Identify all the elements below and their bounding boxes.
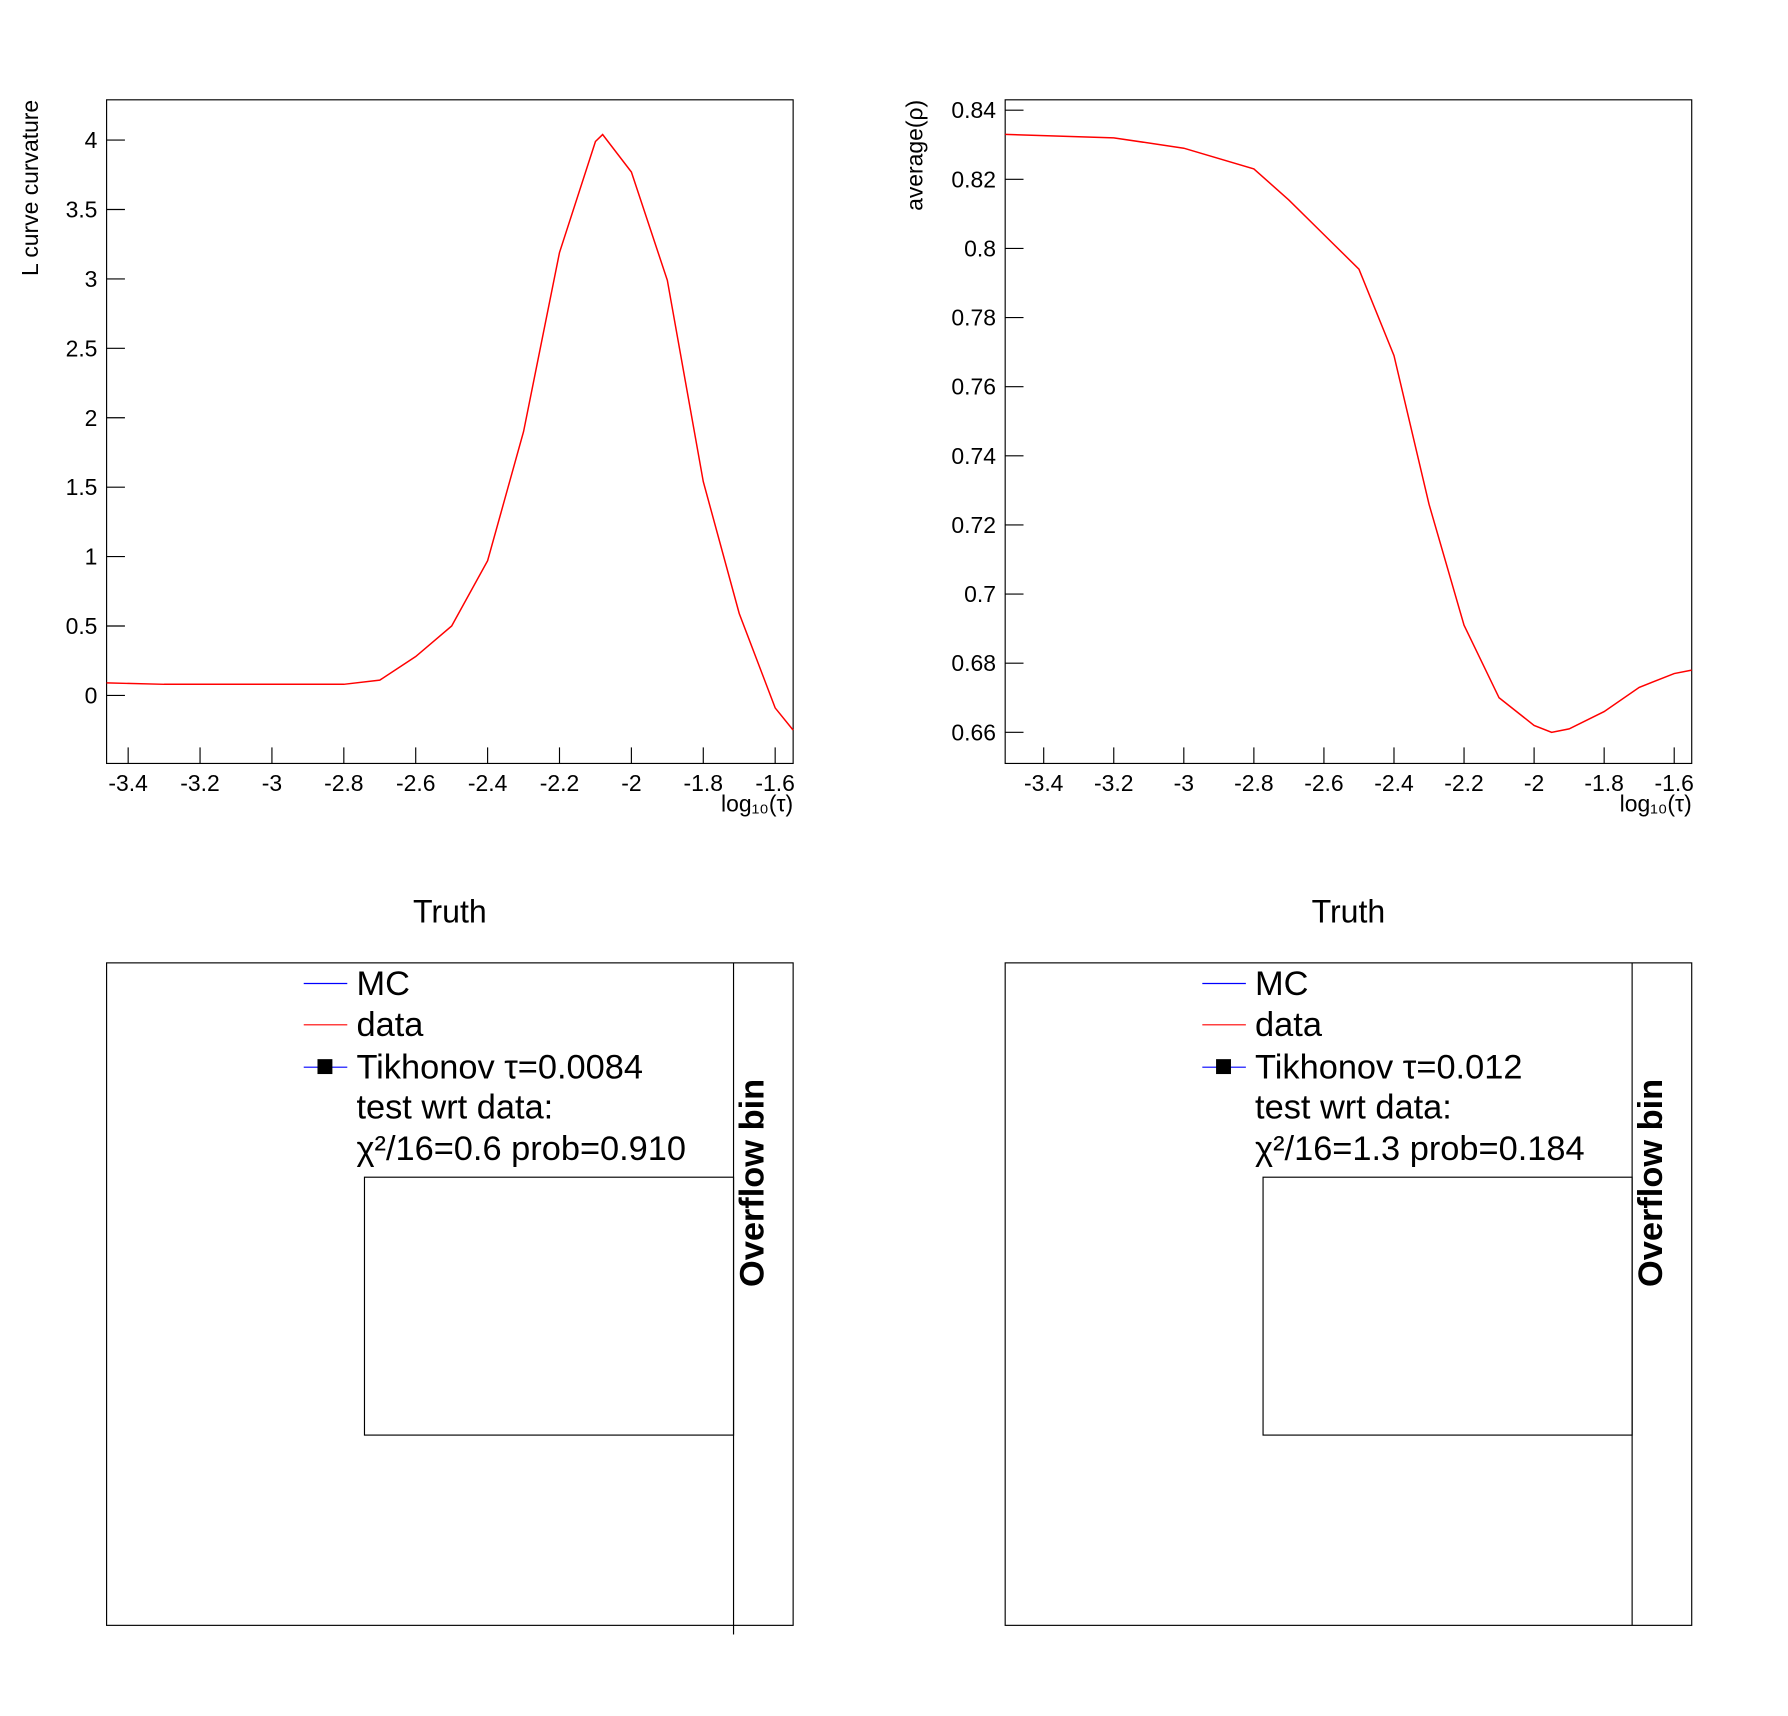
x-tick-label: -2.8: [324, 770, 363, 796]
y-tick-label: 1: [85, 544, 98, 570]
x-tick-label: -2: [1524, 770, 1544, 796]
plot-frame: [1004, 962, 1693, 1626]
data-line: [106, 133, 794, 731]
legend-label: test wrt data:: [1255, 1089, 1452, 1127]
y-tick-label: 0.5: [66, 613, 98, 639]
y-tick-label: 3.5: [66, 197, 98, 223]
legend-label: χ²/16=1.3 prob=0.184: [1255, 1130, 1585, 1168]
legend-label: χ²/16=0.6 prob=0.910: [356, 1130, 686, 1168]
plot-frame: [1004, 99, 1693, 765]
y-tick-label: 0.74: [951, 443, 996, 469]
plot-frame: [106, 962, 794, 1626]
panel-title: Truth: [413, 894, 487, 930]
y-tick-label: 0.66: [951, 719, 996, 745]
x-tick-label: -2.4: [468, 770, 508, 796]
y-tick-label: 0.72: [951, 512, 996, 538]
x-tick-label: -2: [621, 770, 641, 796]
y-tick-label: 4: [85, 127, 98, 153]
x-tick-label: -2.2: [1444, 770, 1483, 796]
y-tick-label: 3: [85, 266, 98, 292]
y-tick-label: 0.78: [951, 305, 996, 331]
x-tick-label: -3.2: [180, 770, 219, 796]
y-tick-label: 0.76: [951, 374, 996, 400]
legend-label: data: [1255, 1006, 1323, 1044]
x-tick-label: -2.6: [396, 770, 435, 796]
legend-label: Tikhonov τ=0.012: [1255, 1049, 1522, 1087]
x-tick-label: -2.4: [1374, 770, 1414, 796]
x-tick-label: -1.6: [1654, 770, 1693, 796]
legend-marker: [317, 1059, 333, 1075]
x-tick-label: -1.8: [684, 770, 723, 796]
x-tick-label: -1.6: [755, 770, 794, 796]
y-tick-label: 0: [85, 682, 98, 708]
y-tick-label: 0.82: [951, 166, 996, 192]
x-tick-label: -3.4: [1024, 770, 1064, 796]
legend-label: test wrt data:: [356, 1089, 553, 1127]
y-axis-label: average(ρ): [902, 100, 928, 211]
y-tick-label: 2.5: [66, 335, 98, 361]
x-tick-label: -2.2: [540, 770, 579, 796]
y-tick-label: 0.7: [964, 581, 996, 607]
x-tick-label: -3: [262, 770, 282, 796]
legend-label: data: [356, 1006, 424, 1044]
x-axis-label: log₁₀(τ): [721, 791, 793, 817]
inner-box: [1262, 1176, 1633, 1436]
panel-title: Truth: [1312, 894, 1386, 930]
x-tick-label: -3: [1174, 770, 1194, 796]
y-tick-label: 1.5: [66, 474, 98, 500]
x-tick-label: -2.8: [1234, 770, 1273, 796]
y-tick-label: 2: [85, 405, 98, 431]
overflow-label: Overflow bin: [733, 1079, 771, 1287]
y-tick-label: 0.68: [951, 650, 996, 676]
x-tick-label: -3.2: [1094, 770, 1133, 796]
x-tick-label: -3.4: [108, 770, 148, 796]
x-tick-label: -2.6: [1304, 770, 1343, 796]
inner-box: [363, 1176, 735, 1436]
plot-frame: [106, 99, 794, 765]
data-line: [1005, 133, 1692, 734]
y-tick-label: 0.8: [964, 235, 996, 261]
legend-label: MC: [1255, 965, 1308, 1003]
overflow-label: Overflow bin: [1632, 1079, 1670, 1287]
y-axis-label: L curve curvature: [17, 100, 43, 276]
legend-marker: [1216, 1059, 1231, 1075]
legend-label: MC: [356, 965, 409, 1003]
x-axis-label: log₁₀(τ): [1620, 791, 1692, 817]
legend-label: Tikhonov τ=0.0084: [356, 1049, 643, 1087]
y-tick-label: 0.84: [951, 97, 996, 123]
x-tick-label: -1.8: [1584, 770, 1623, 796]
